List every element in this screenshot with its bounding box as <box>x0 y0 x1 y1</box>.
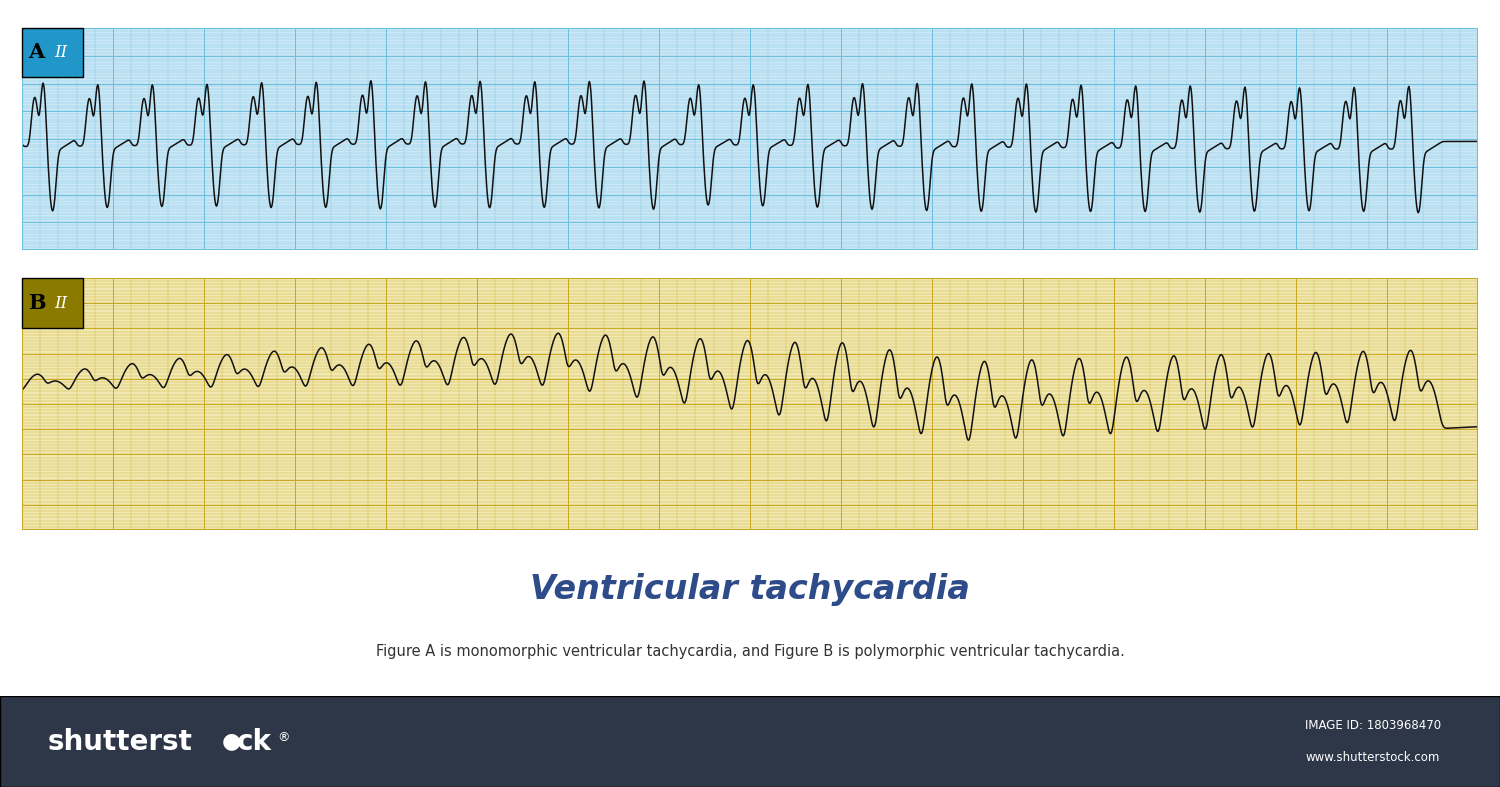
Text: II: II <box>54 44 68 61</box>
FancyBboxPatch shape <box>22 28 82 77</box>
Text: www.shutterstock.com: www.shutterstock.com <box>1305 752 1440 764</box>
Text: A: A <box>28 42 44 62</box>
Text: II: II <box>54 294 68 312</box>
FancyBboxPatch shape <box>0 696 1500 787</box>
Text: ck: ck <box>237 727 272 756</box>
Text: B: B <box>28 294 45 313</box>
Text: IMAGE ID: 1803968470: IMAGE ID: 1803968470 <box>1305 719 1442 732</box>
Text: ●: ● <box>222 731 242 752</box>
FancyBboxPatch shape <box>22 278 82 328</box>
Text: ®: ® <box>278 731 290 745</box>
Text: Ventricular tachycardia: Ventricular tachycardia <box>530 573 970 606</box>
Text: Figure A is monomorphic ventricular tachycardia, and Figure B is polymorphic ven: Figure A is monomorphic ventricular tach… <box>375 644 1125 659</box>
Text: shutterst: shutterst <box>48 727 194 756</box>
